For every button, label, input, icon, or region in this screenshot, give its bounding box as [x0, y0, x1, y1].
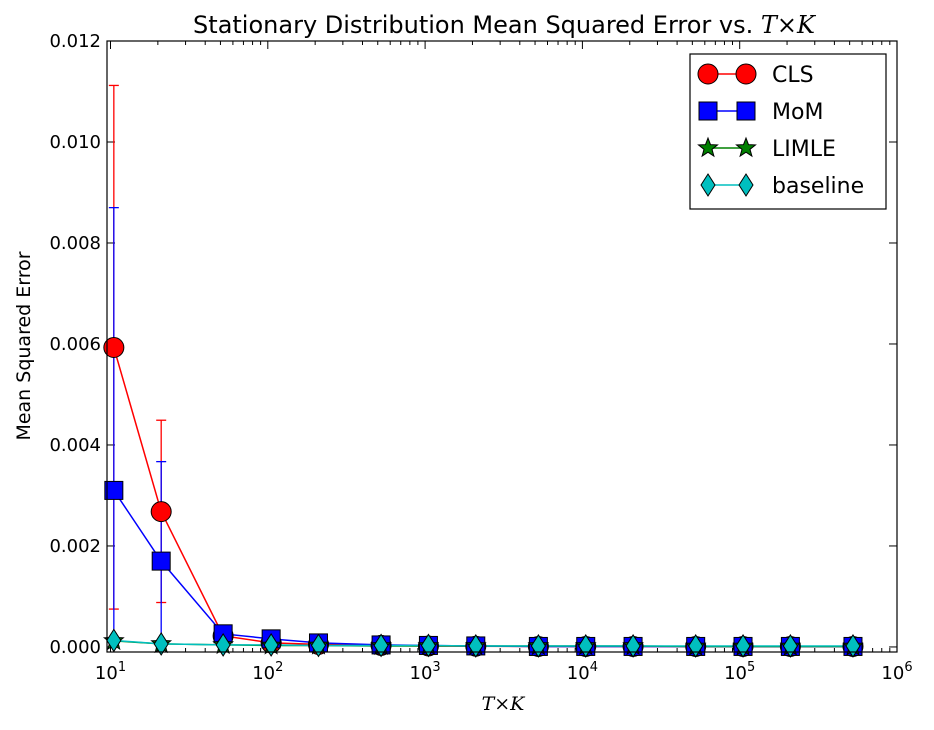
- x-axis-label: T×K: [482, 693, 527, 715]
- data-point-baseline: [215, 632, 231, 657]
- legend-marker-cls: [697, 63, 719, 85]
- legend-marker-mom: [736, 101, 756, 121]
- chart-title: Stationary Distribution Mean Squared Err…: [193, 11, 817, 39]
- legend-label-baseline: baseline: [772, 174, 864, 199]
- legend-marker-baseline: [738, 173, 754, 197]
- y-tick-label: 0.008: [49, 233, 101, 254]
- legend-box: [689, 53, 887, 210]
- legend-label-cls: CLS: [772, 63, 814, 88]
- x-tick-label: 102: [252, 660, 283, 684]
- legend-marker-baseline: [700, 173, 716, 197]
- data-point-baseline: [263, 632, 279, 657]
- data-point-mom: [151, 551, 171, 571]
- plot-frame: [106, 40, 898, 653]
- legend-marker-mom: [698, 101, 718, 121]
- legend-marker-limle: [735, 136, 757, 158]
- x-tick-label: 104: [567, 660, 598, 684]
- legend-marker-cls: [735, 63, 757, 85]
- legend-label-limle: LIMLE: [772, 137, 836, 162]
- y-tick-label: 0.004: [49, 435, 101, 456]
- x-tick-label: 101: [95, 660, 126, 684]
- data-point-cls: [150, 501, 172, 523]
- data-point-baseline: [310, 633, 327, 658]
- legend-marker-limle: [697, 136, 719, 158]
- data-point-baseline: [153, 631, 169, 656]
- data-point-baseline: [373, 633, 389, 658]
- y-tick-label: 0.006: [49, 334, 101, 355]
- y-axis-label: Mean Squared Error: [13, 251, 35, 440]
- data-point-mom: [104, 480, 124, 500]
- x-tick-label: 106: [881, 660, 912, 684]
- y-tick-label: 0.012: [49, 31, 101, 52]
- legend: CLS MoM LIMLE baseline: [689, 53, 887, 210]
- data-point-baseline: [106, 628, 122, 653]
- y-tick-label: 0.002: [49, 536, 101, 557]
- data-point-baseline: [420, 633, 437, 658]
- data-point-cls: [103, 337, 125, 359]
- legend-label-mom: MoM: [772, 100, 823, 125]
- y-tick-label: 0.000: [49, 637, 101, 658]
- y-tick-label: 0.010: [49, 132, 101, 153]
- x-tick-label: 105: [724, 660, 755, 684]
- x-tick-label: 103: [410, 660, 441, 684]
